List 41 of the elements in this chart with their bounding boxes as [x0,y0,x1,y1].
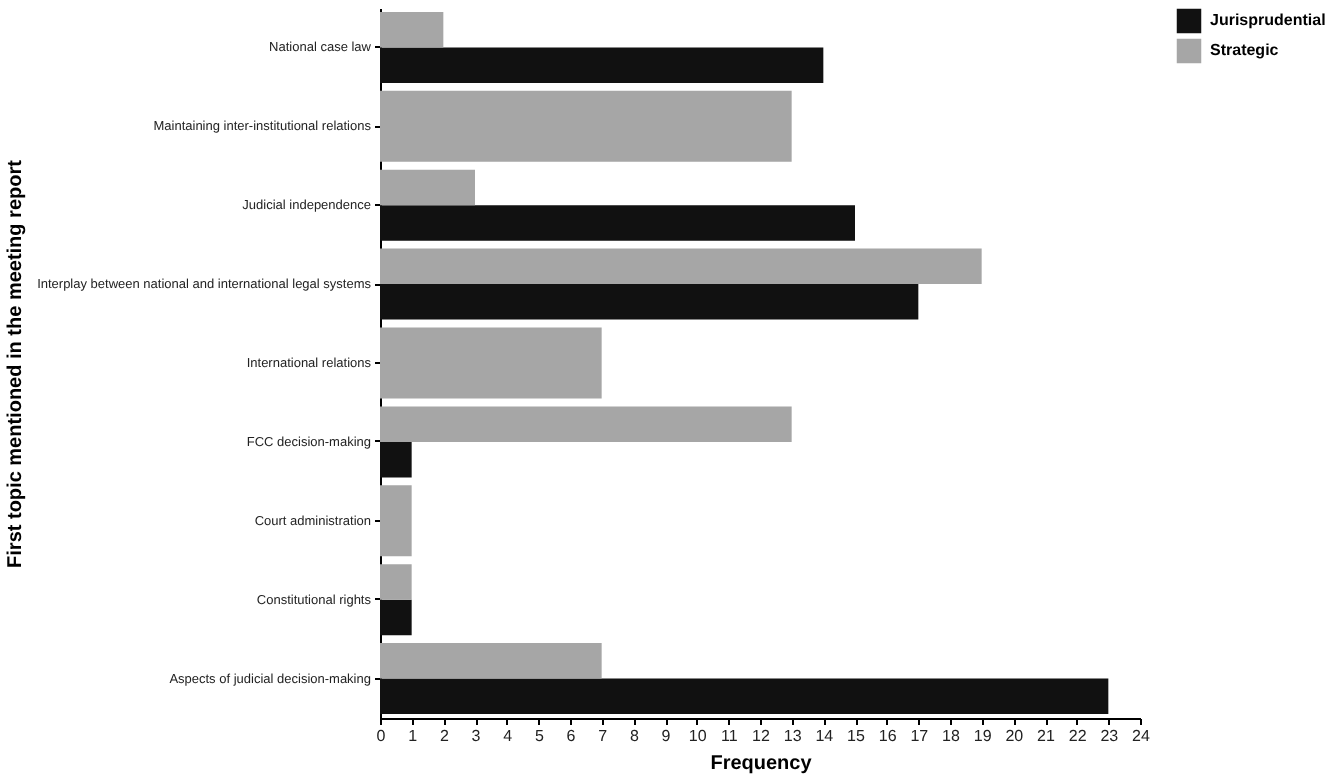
bar [380,205,855,241]
bar [380,47,824,83]
x-tick-label: 6 [566,727,577,745]
bar [380,284,919,320]
x-tick-label: 5 [534,727,545,745]
x-tick-label: 8 [629,727,640,745]
x-tick-label: 23 [1100,727,1120,745]
x-tick-label: 1 [408,727,419,745]
x-tick-label: 21 [1037,727,1056,745]
x-tick-label: 17 [910,727,930,745]
bar [380,248,982,285]
bar [380,678,1109,715]
x-tick-label: 7 [598,727,609,745]
y-axis-title: First topic mentioned in the meeting report [5,158,28,568]
x-tick-label: 24 [1132,727,1151,745]
x-tick-label: 4 [503,727,514,745]
x-tick-label: 12 [752,727,771,745]
x-tick-label: 20 [1005,727,1025,745]
legend-label: Jurisprudential [1210,11,1326,29]
bar [380,599,412,636]
x-tick-label: 15 [847,727,866,745]
bar [380,406,792,442]
x-tick-label: 3 [471,727,482,745]
x-tick-label: 11 [721,727,739,745]
x-tick-label: 19 [973,727,993,745]
x-tick-label: 22 [1068,727,1088,745]
x-tick-label: 9 [661,727,672,745]
x-tick-label: 14 [815,727,835,745]
bar [380,169,475,206]
x-axis-title: Frequency [710,753,813,775]
legend-label: Strategic [1210,41,1280,59]
x-tick-label: 13 [783,727,803,745]
x-tick-label: 16 [878,727,898,745]
x-tick-label: 18 [942,727,961,745]
bar [380,11,444,48]
x-tick-label: 2 [439,727,450,745]
x-tick-label: 0 [376,727,387,745]
bar [380,441,412,478]
bar [380,564,412,600]
bar [380,643,602,679]
x-tick-label: 10 [688,727,708,745]
